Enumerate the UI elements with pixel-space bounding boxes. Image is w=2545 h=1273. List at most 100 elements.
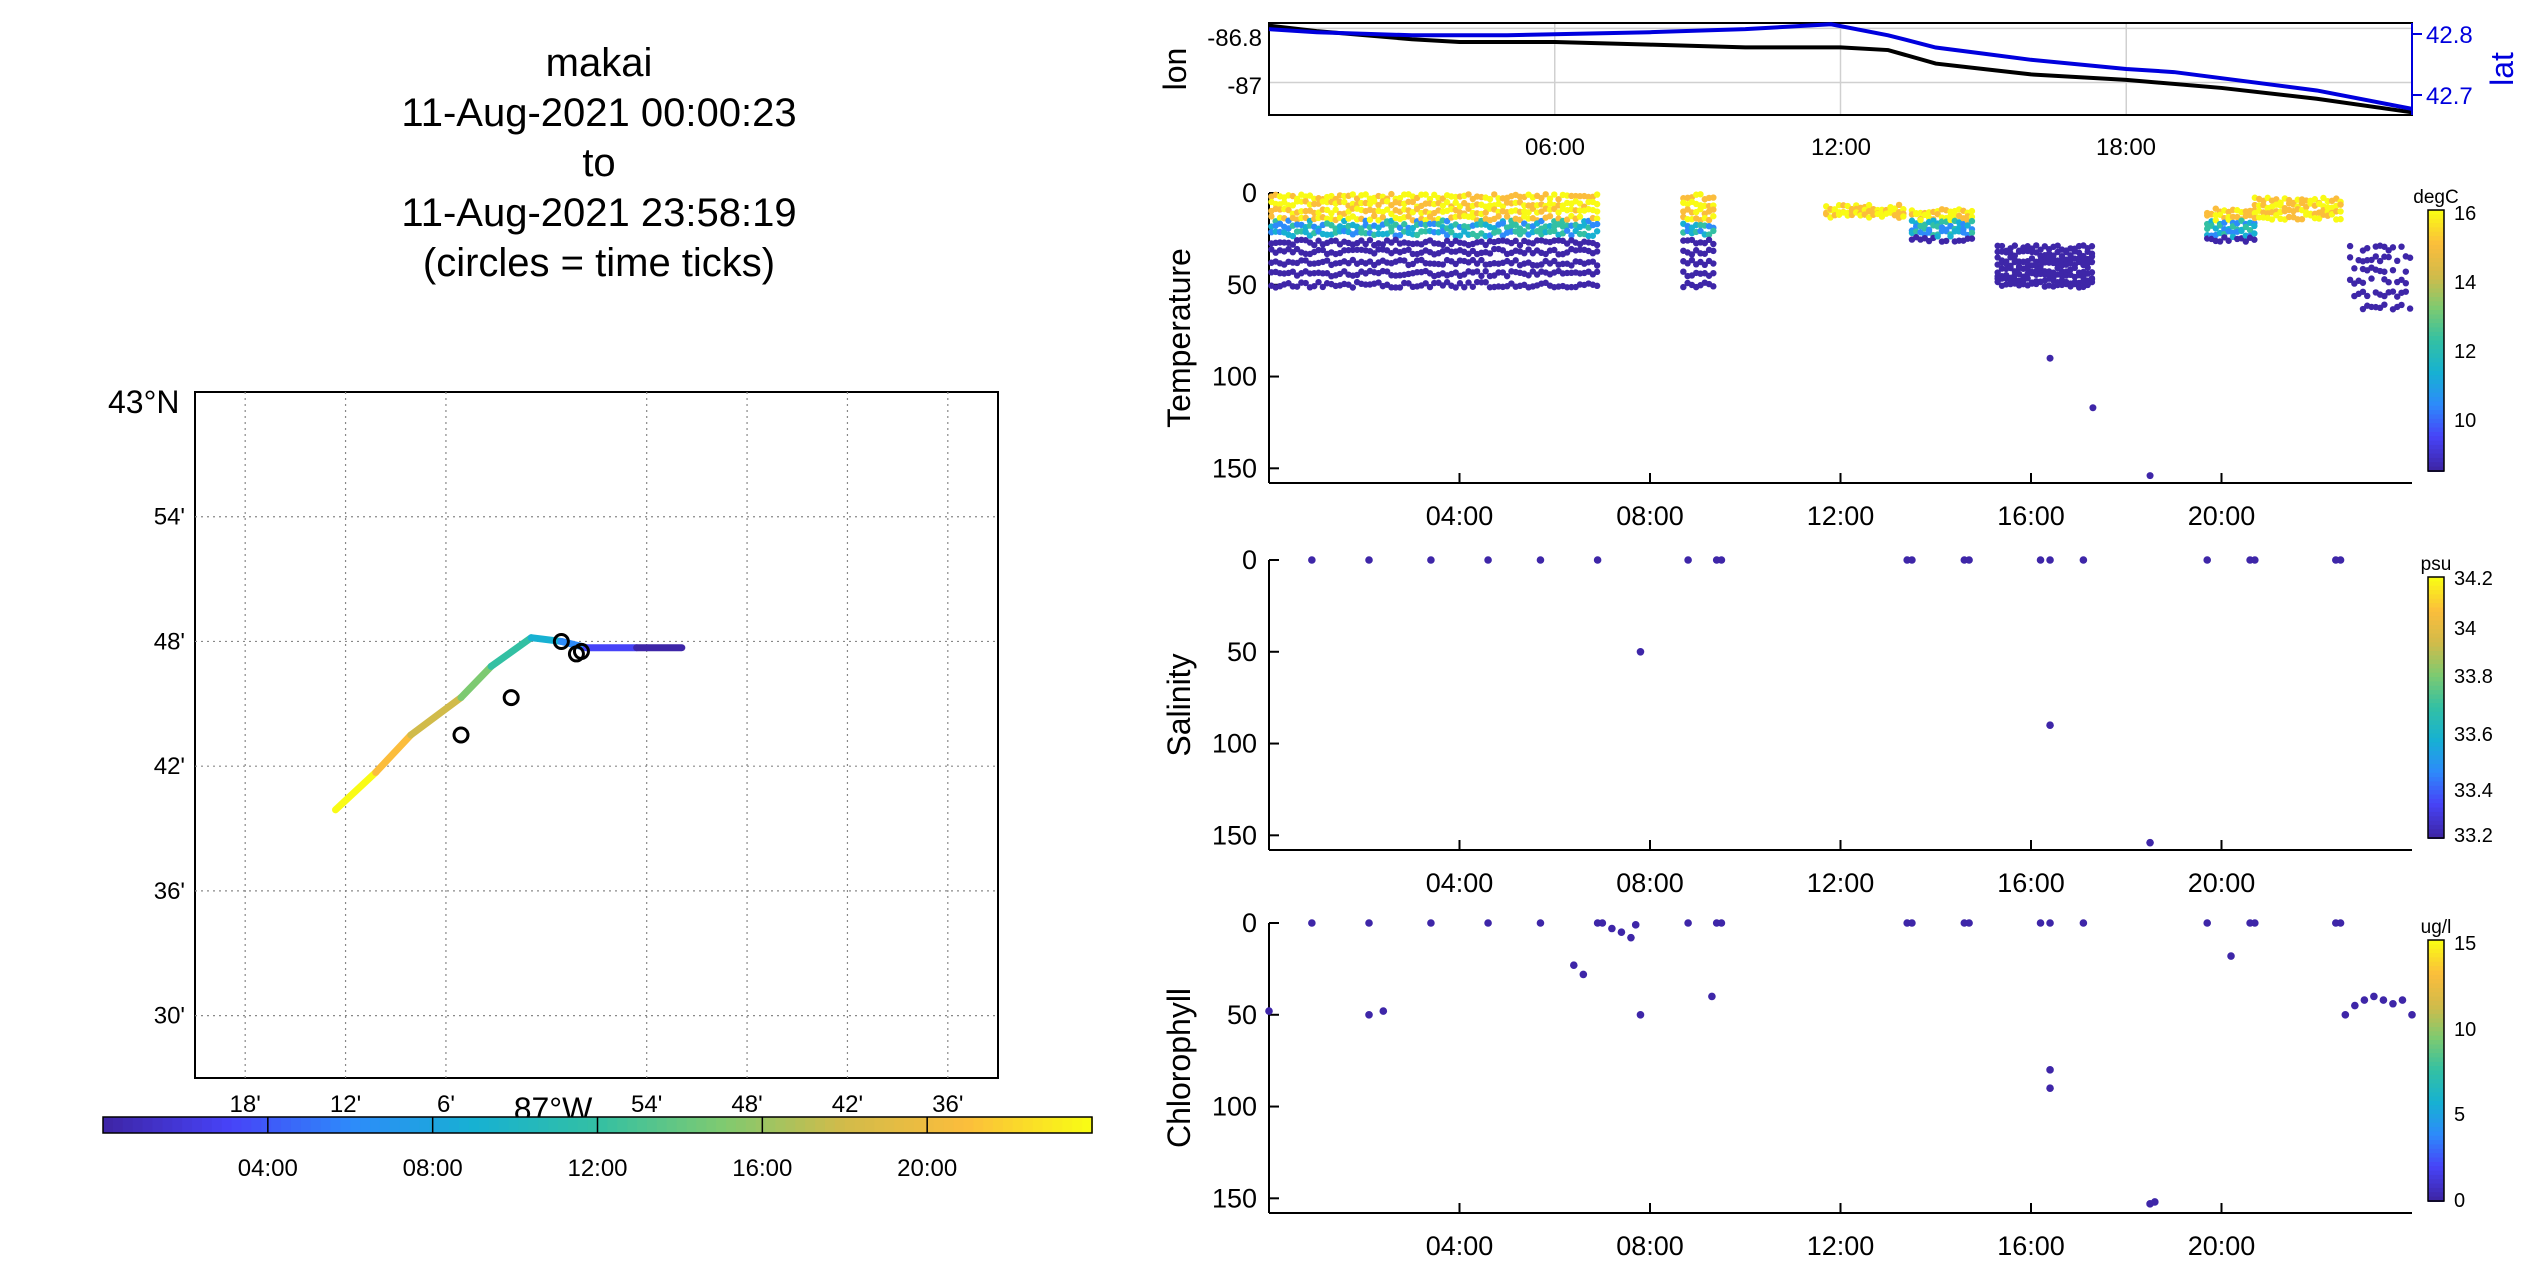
time-colorbar-step [983,1117,995,1133]
time-colorbar-step [468,1117,480,1133]
salinity-colorbar-step [2428,590,2444,596]
chlorophyll-ylabel: Chlorophyll [1161,988,1197,1148]
salinity-point [1684,556,1692,564]
chlorophyll-colorbar-step [2428,1066,2444,1072]
temperature-colorbar-step [2428,362,2444,368]
time-colorbar-step [627,1117,639,1133]
chlorophyll-colorbar-step [2428,992,2444,998]
chlorophyll-colorbar-step [2428,1040,2444,1046]
salinity-point [2079,556,2088,564]
chlorophyll-point [1308,919,1316,927]
lon-tick-2: -87 [1227,73,1262,100]
time-colorbar-step [755,1117,767,1133]
map-track-segment [557,637,590,652]
salinity-colorbar-step [2428,685,2444,692]
temperature-point [2011,242,2019,249]
salinity-colorbar-step [2428,711,2444,718]
temperature-point [1680,268,1687,275]
temperature-colorbar-step [2428,257,2444,264]
temperature-point [2251,222,2258,230]
chlorophyll-colorbar-step [2428,1027,2444,1033]
temperature-point [1968,235,1976,242]
temperature-point [1542,191,1549,198]
chlorophyll-colorbar-step [2428,1074,2444,1081]
salinity-colorbar-step [2428,816,2444,822]
chlorophyll-colorbar-step [2428,1105,2444,1111]
time-colorbar-ticks: 04:00 08:00 12:00 16:00 20:00 [238,1117,957,1182]
temperature-point [1401,221,1408,228]
salinity-colorbar-step [2428,829,2444,835]
time-colorbar-step [182,1117,194,1133]
temperature-colorbar-step [2428,349,2444,355]
salinity-colorbar-step [2428,833,2444,839]
temperature-point [1289,232,1297,240]
temperature-point [1409,198,1417,206]
temperature-colorbar-step [2428,292,2444,298]
temperature-point [1555,209,1562,216]
chlorophyll-point [1617,928,1626,936]
time-colorbar-step [518,1117,530,1133]
time-colorbar-step [528,1117,540,1133]
temperature-point [1593,191,1601,198]
temperature-colorbar-frame [2427,209,2445,472]
temperature-point [1865,201,1873,209]
temperature-point [2216,238,2224,245]
temperature-point [1593,241,1601,249]
temperature-point [1563,216,1571,223]
temperature-colorbar-step [2428,288,2444,294]
temperature-point [1546,195,1554,202]
map-axes: 43°N 54' 48' 42' 36' 30' 18' 12' 6' 54' 48' 42' 36… [108,384,999,1127]
temperature-xtick-label: 16:00 [1997,501,2065,531]
temperature-point [1542,250,1549,258]
map-lon-tick-5: 42' [832,1091,863,1118]
chlorophyll-point [2079,919,2088,927]
map-lon-tick-2: 6' [437,1091,455,1118]
temperature-colorbar-step [2428,453,2444,459]
chlorophyll-colorbar-step [2428,1053,2444,1059]
salinity-colorbar-step [2428,820,2444,826]
temperature-point [2381,243,2388,250]
salinity-points [1308,556,2345,847]
temperature-point [1311,282,1318,290]
time-colorbar-step [142,1117,154,1133]
chlorophyll-point [1908,919,1916,927]
salinity-colorbar-step [2428,746,2444,752]
temperature-point [1512,257,1519,264]
temperature-point [1349,284,1357,291]
temperature-point [1934,210,1941,218]
temperature-point [1538,194,1545,202]
salinity-colorbar-step [2428,759,2444,766]
temperature-point [1473,268,1481,275]
chlorophyll-point [2408,1010,2416,1019]
salinity-colorbar-step [2428,672,2444,679]
salinity-colorbar-step [2428,607,2444,613]
salinity-xtick-label: 04:00 [1426,868,1494,898]
chlorophyll-colorbar-step [2428,1087,2444,1094]
temperature-colorbar-step [2428,431,2444,438]
lat-axis-label: lat [2484,52,2520,86]
temperature-colorbar-step [2428,214,2444,220]
temperature-point [1371,198,1378,205]
temperature-point [1422,191,1429,198]
chlorophyll-point [2341,1010,2350,1019]
salinity-colorbar-step [2428,777,2444,783]
temperature-point [1315,278,1322,286]
chlorophyll-colorbar-step [2428,1161,2444,1168]
temperature-point [2376,257,2384,265]
temperature-point [1499,203,1507,210]
salinity-colorbar-step [2428,681,2444,687]
salinity-colorbar-step [2428,598,2444,605]
temperature-point [1405,246,1412,253]
lat-series-line [1268,22,2413,111]
time-colorbar-step [478,1117,490,1133]
chlorophyll-colorbar-step [2428,944,2444,950]
temperature-point [1968,229,1976,237]
time-colorbar-step [735,1117,747,1133]
chlorophyll-point [1684,919,1692,927]
temperature-point [2251,230,2258,237]
chlorophyll-colorbar-step [2428,1153,2444,1159]
chlorophyll-point [2389,999,2397,1008]
temperature-point [2088,278,2096,286]
salinity-colorbar-step [2428,768,2444,774]
chlorophyll-colorbar-step [2428,970,2444,976]
